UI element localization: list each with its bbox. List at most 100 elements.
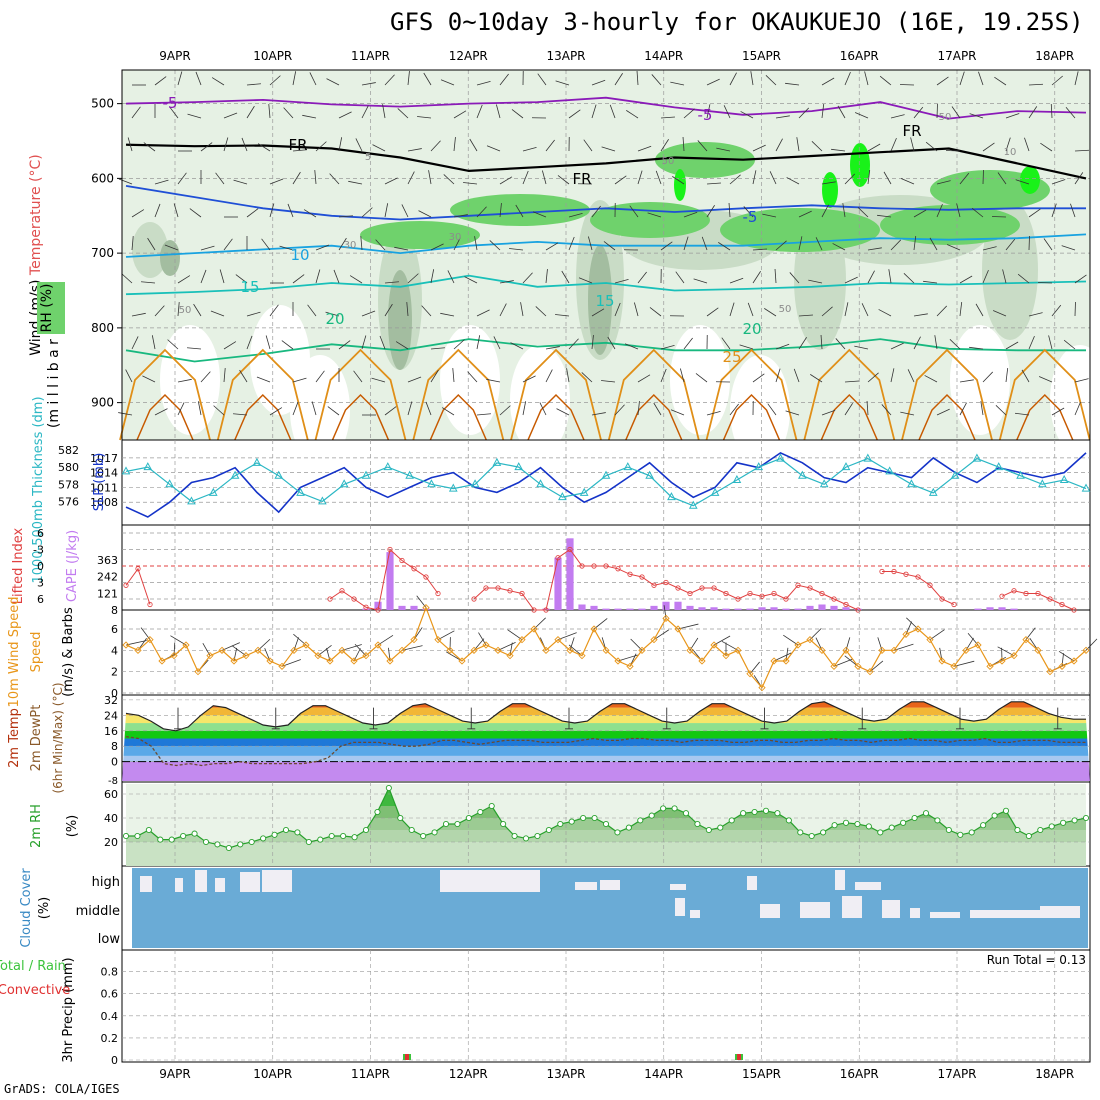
surface-wind-barb xyxy=(997,646,1015,657)
top-date-label: 10APR xyxy=(253,49,292,63)
rh-marker xyxy=(957,831,964,838)
wind-barb xyxy=(910,137,915,152)
wind-speed-marker xyxy=(338,646,346,654)
surface-wind-barb xyxy=(341,644,362,651)
rh-marker xyxy=(545,826,552,834)
lifted-index-marker xyxy=(831,596,837,602)
wind-barb xyxy=(890,239,902,251)
lifted-index-tick-label: 3 xyxy=(37,577,44,590)
wind-barb xyxy=(121,273,133,284)
wind-barb xyxy=(371,377,386,383)
y-tick-label: 600 xyxy=(91,171,114,185)
rh-marker xyxy=(888,824,895,831)
wind-barb xyxy=(581,372,593,383)
contour-label: 20 xyxy=(742,320,761,338)
wind-barb xyxy=(890,342,904,350)
cape-bar xyxy=(830,605,838,610)
wind-speed-marker xyxy=(794,641,802,649)
surface-wind-barb xyxy=(497,642,516,651)
precip-convective-bar xyxy=(405,1054,409,1060)
wind-barb xyxy=(975,303,984,317)
wind-barb xyxy=(591,308,605,317)
cape-bar xyxy=(794,608,802,610)
wind-barb xyxy=(844,173,856,185)
cape-bar xyxy=(698,607,706,610)
wind-barb xyxy=(315,244,330,251)
rh-marker xyxy=(1082,814,1090,822)
wind-speed-marker xyxy=(854,662,862,670)
wind-barb xyxy=(721,337,731,350)
wind-barb xyxy=(624,343,639,350)
wind-barb xyxy=(314,170,317,185)
wind-barb xyxy=(246,83,261,86)
temp-tick-label: 8 xyxy=(111,740,118,753)
wind-barb xyxy=(269,178,284,185)
thickness-marker xyxy=(274,470,284,479)
lifted-index-marker xyxy=(879,568,885,575)
clear-sky-gap xyxy=(842,896,862,918)
wind-barb xyxy=(355,138,363,152)
wind-barb xyxy=(867,143,881,152)
wind-barb xyxy=(430,269,435,284)
wind-barb xyxy=(131,312,146,317)
temp-line xyxy=(125,701,1086,732)
wind-barb xyxy=(327,406,340,416)
wind-speed-marker xyxy=(278,662,286,670)
y-axis-label: (m i l l i b a r s) xyxy=(46,322,62,428)
wind-barb xyxy=(430,347,445,350)
wind-speed-marker xyxy=(170,652,178,660)
wind-barb xyxy=(281,340,294,350)
top-date-label: 15APR xyxy=(742,49,781,63)
thickness-marker xyxy=(601,470,611,479)
wind-barb xyxy=(786,177,800,185)
wind-barb xyxy=(141,281,156,284)
top-date-label: 18APR xyxy=(1035,49,1074,63)
dry-region xyxy=(290,355,350,465)
wind-speed-marker xyxy=(818,646,826,654)
wind-barb xyxy=(591,104,597,119)
clear-sky-gap xyxy=(670,884,686,890)
contour-label: -5 xyxy=(743,208,758,226)
surface-wind-barb xyxy=(557,632,577,641)
wind-barb xyxy=(154,305,165,317)
wind-barb xyxy=(1051,203,1057,218)
wind-barb xyxy=(233,413,248,416)
lifted-index-marker xyxy=(843,601,849,608)
wind-barb xyxy=(189,208,202,218)
rh-marker xyxy=(694,820,701,828)
rh-band xyxy=(126,842,1086,866)
wind-barb xyxy=(956,203,961,218)
wind-barb xyxy=(522,146,537,152)
cape-tick-label: 363 xyxy=(97,554,118,567)
bottom-date-label: 16APR xyxy=(840,1067,879,1081)
wind-barb xyxy=(900,411,915,416)
wind-barb xyxy=(430,140,441,152)
contour-label: 15 xyxy=(595,292,614,310)
wind-speed-marker xyxy=(950,662,958,670)
rh-marker xyxy=(134,832,141,840)
wind-barb xyxy=(423,72,432,86)
lifted-index-tick-label: 6 xyxy=(37,593,44,606)
cape-bar xyxy=(566,538,574,610)
wind-barb xyxy=(951,106,961,119)
wind-barb xyxy=(453,110,467,119)
wind-barb xyxy=(118,178,133,185)
lifted-index-tick-label: 0 xyxy=(37,560,44,573)
surface-wind-barb xyxy=(593,618,608,630)
rh-region xyxy=(588,245,612,355)
isotherm-25 xyxy=(119,348,211,441)
wind-speed-marker xyxy=(1082,646,1090,654)
wind-barb xyxy=(453,214,468,218)
lifted-index-marker xyxy=(519,590,525,597)
wind-barb xyxy=(591,79,606,86)
cape-bar xyxy=(554,557,562,610)
bottom-date-label: 17APR xyxy=(937,1067,976,1081)
thickness-marker xyxy=(994,462,1004,471)
wind-barb xyxy=(729,174,741,185)
cape-bar xyxy=(734,608,742,610)
wind-barb xyxy=(934,335,938,350)
wind-barb xyxy=(660,139,669,152)
lifted-index-marker xyxy=(627,571,633,577)
wind-barb xyxy=(821,204,829,218)
wind-barb xyxy=(614,73,623,86)
